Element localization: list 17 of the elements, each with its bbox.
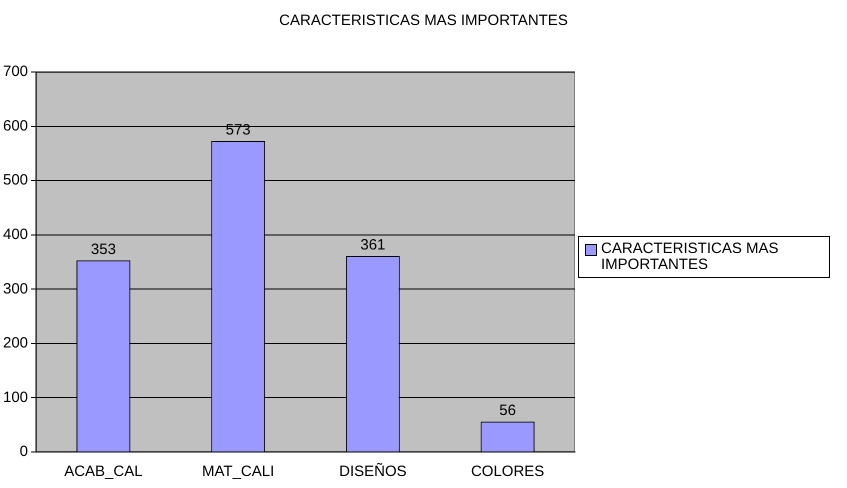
x-tick-label: MAT_CALI	[202, 463, 274, 480]
x-tick-label: DISEÑOS	[339, 462, 407, 480]
data-label: 56	[499, 402, 516, 420]
y-tick-label: 100	[2, 388, 28, 406]
data-label: 361	[360, 236, 386, 254]
chart-title: CARACTERISTICAS MAS IMPORTANTES	[278, 12, 569, 29]
legend-label: CARACTERISTICAS MAS IMPORTANTES	[601, 240, 780, 273]
data-label: 353	[90, 241, 116, 258]
y-tick-label: 300	[2, 280, 28, 298]
x-tick-label: ACAB_CAL	[64, 463, 143, 480]
y-tick-label: 600	[2, 117, 28, 134]
y-tick-label: 400	[2, 226, 28, 243]
x-tick-label: COLORES	[470, 463, 544, 480]
y-tick-label: 200	[2, 334, 28, 352]
y-tick-label: 500	[2, 172, 28, 189]
y-tick-label: 0	[20, 443, 28, 460]
y-tick-label: 700	[2, 63, 28, 80]
